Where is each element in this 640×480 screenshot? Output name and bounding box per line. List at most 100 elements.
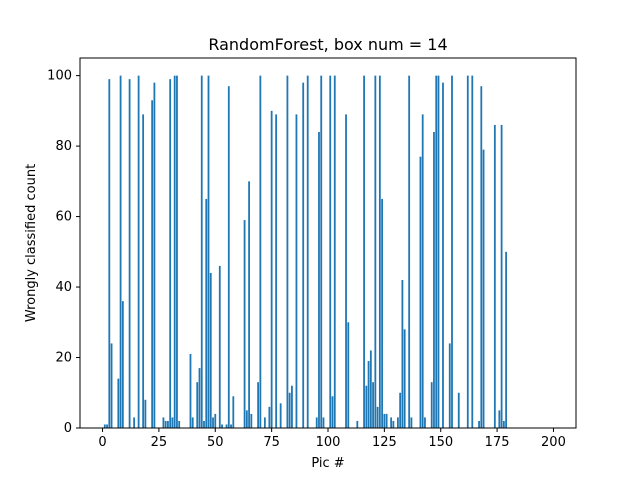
bar [270, 110, 273, 428]
bar [451, 75, 453, 428]
bar [203, 420, 205, 428]
x-tick-label: 175 [485, 435, 510, 450]
bar [275, 114, 278, 428]
bar [257, 382, 260, 428]
x-tick-label: 150 [428, 435, 453, 450]
bar [110, 343, 113, 428]
bar [374, 75, 377, 428]
bar [167, 420, 169, 428]
bar [480, 86, 483, 428]
bar [442, 82, 444, 429]
bar [408, 75, 411, 428]
y-tick-label: 0 [64, 421, 72, 436]
x-tick-label: 100 [316, 435, 341, 450]
bar [403, 329, 406, 428]
bar [437, 75, 440, 428]
bar [482, 149, 485, 428]
bar [471, 75, 474, 428]
bar [259, 75, 262, 428]
x-tick-label: 50 [207, 435, 224, 450]
bar [243, 220, 246, 428]
bar [268, 406, 271, 428]
bar [347, 322, 350, 428]
bar [401, 280, 404, 428]
bar [421, 114, 424, 428]
bar [291, 385, 293, 428]
bar [207, 75, 210, 428]
bar [315, 417, 318, 428]
bar [200, 75, 203, 428]
bar [191, 417, 194, 428]
bar [198, 368, 201, 428]
bar [227, 86, 230, 428]
bar [248, 181, 250, 428]
bar [457, 392, 460, 428]
bar [295, 114, 298, 428]
bar [164, 420, 167, 428]
chart-title: RandomForest, box num = 14 [208, 35, 447, 54]
bar [142, 114, 145, 428]
bar [502, 420, 505, 428]
bar [212, 417, 214, 428]
bar [378, 75, 381, 428]
bar [500, 124, 503, 428]
y-tick-label: 60 [55, 210, 72, 225]
bar [410, 417, 413, 428]
bar [498, 410, 501, 428]
y-tick-label: 80 [55, 139, 72, 154]
bar [117, 378, 120, 428]
bar [121, 301, 124, 428]
bar [230, 424, 232, 428]
y-tick-label: 20 [55, 351, 72, 366]
bar [133, 417, 136, 428]
bar [221, 424, 223, 428]
bar [137, 75, 140, 428]
bar [263, 417, 266, 428]
bar [173, 75, 176, 428]
bar [396, 417, 399, 428]
y-tick-label: 100 [47, 69, 72, 84]
bar [478, 420, 480, 428]
x-tick-label: 200 [541, 435, 566, 450]
x-tick-label: 0 [98, 435, 106, 450]
bar [329, 75, 332, 428]
bar [320, 75, 323, 428]
bar [214, 413, 217, 428]
bar [306, 75, 309, 428]
bar [331, 396, 334, 428]
x-tick-label: 125 [372, 435, 397, 450]
bar [345, 114, 347, 428]
bar [245, 410, 248, 428]
bar [333, 75, 336, 428]
bar [435, 75, 438, 428]
bar [144, 399, 147, 428]
bar [399, 392, 402, 428]
y-axis-ticks: 0 20 40 60 80 100 [47, 69, 80, 436]
bar [448, 343, 451, 428]
bar [108, 79, 111, 429]
bar [430, 382, 433, 428]
bar [151, 100, 154, 429]
bar [128, 79, 131, 429]
bar [302, 82, 305, 429]
x-tick-label: 75 [263, 435, 280, 450]
bar [162, 417, 165, 428]
bar [103, 424, 106, 428]
bar [392, 420, 395, 428]
bar [218, 265, 221, 428]
bar [385, 413, 388, 428]
bar [196, 382, 199, 428]
bars-group [103, 75, 508, 429]
bar [381, 198, 384, 428]
bar [171, 417, 174, 428]
bar [424, 417, 426, 428]
bar [178, 420, 181, 428]
bar [176, 75, 178, 428]
x-tick-label: 25 [151, 435, 168, 450]
bar [365, 385, 368, 428]
bar [383, 413, 386, 428]
bar [169, 79, 172, 429]
bar [189, 354, 192, 428]
